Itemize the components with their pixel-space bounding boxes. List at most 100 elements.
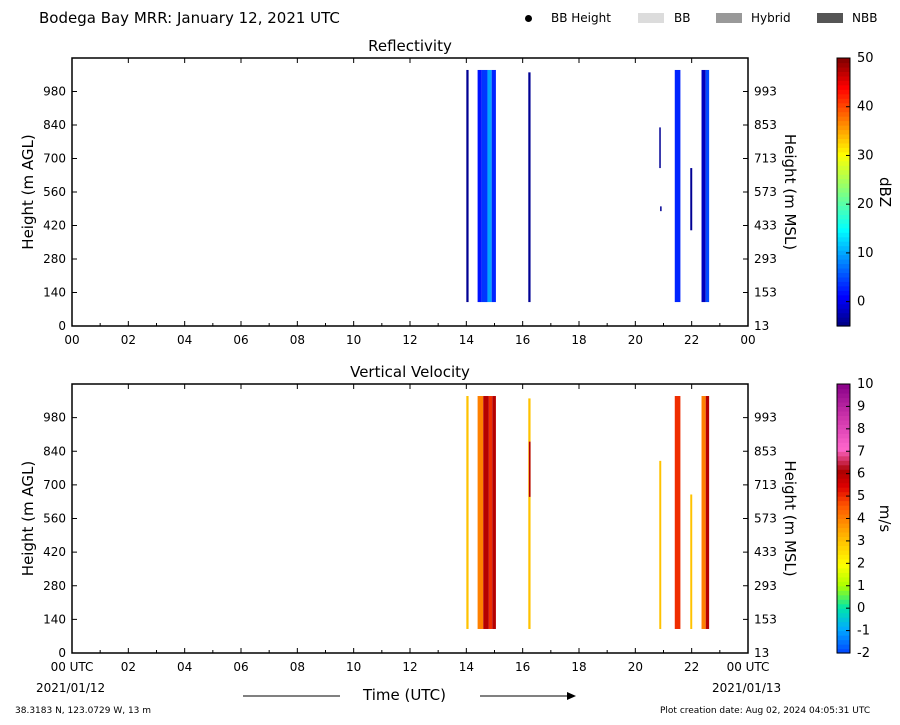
vel-colorbar-segment <box>837 482 850 488</box>
refl-colorbar-segment <box>837 80 850 86</box>
vel-colorbar-segment <box>837 545 850 551</box>
vel-x-tick-label: 16 <box>515 660 530 674</box>
vel-y-tick-label: 140 <box>43 612 66 626</box>
refl-colorbar-segment <box>837 192 850 198</box>
refl-colorbar-segment <box>837 236 850 242</box>
refl-colorbar-segment <box>837 151 850 157</box>
refl-data-cell-4 <box>491 69 496 303</box>
refl-y-tick-label-right: 153 <box>754 286 777 300</box>
vel-colorbar-segment <box>837 455 850 461</box>
refl-colorbar-tick-label: 10 <box>857 246 874 261</box>
refl-x-tick-label: 00 <box>64 333 79 347</box>
refl-y-tick-label: 140 <box>43 286 66 300</box>
refl-colorbar-segment <box>837 276 850 282</box>
vel-data-cell-10 <box>701 396 706 629</box>
vel-colorbar-segment <box>837 567 850 573</box>
vel-colorbar-segment <box>837 437 850 443</box>
vel-data-cell-2 <box>483 396 489 629</box>
refl-colorbar-segment <box>837 62 850 68</box>
refl-colorbar-segment <box>837 200 850 206</box>
refl-colorbar-tick-label: 20 <box>857 197 874 212</box>
refl-data-cell-9 <box>690 168 693 231</box>
vel-colorbar-segment <box>837 540 850 546</box>
refl-colorbar-segment <box>837 169 850 175</box>
vel-colorbar-segment <box>837 630 850 636</box>
refl-colorbar-segment <box>837 133 850 139</box>
refl-y-tick-label: 840 <box>43 118 66 132</box>
vel-colorbar-segment <box>837 446 850 452</box>
refl-colorbar-segment <box>837 58 850 64</box>
vel-y-tick-label-right: 13 <box>754 646 769 660</box>
refl-x-tick-label: 00 <box>740 333 755 347</box>
vel-colorbar-tick-label: 1 <box>857 579 865 594</box>
vel-x-tick-label: 02 <box>121 660 136 674</box>
vel-colorbar-segment <box>837 509 850 515</box>
refl-colorbar-tick-label: 30 <box>857 148 874 163</box>
vel-plot-frame <box>71 383 749 654</box>
vel-colorbar-segment <box>837 410 850 416</box>
refl-colorbar-segment <box>837 241 850 247</box>
refl-data-cell-5 <box>528 72 531 303</box>
refl-y-tick-label: 560 <box>43 185 66 199</box>
refl-x-tick-label: 08 <box>290 333 305 347</box>
vel-y-tick-label-right: 853 <box>754 444 777 458</box>
vel-colorbar-segment <box>837 487 850 493</box>
vel-x-tick-label: 08 <box>290 660 305 674</box>
refl-colorbar-segment <box>837 156 850 162</box>
vel-colorbar-segment <box>837 639 850 645</box>
refl-colorbar-segment <box>837 183 850 189</box>
refl-colorbar-segment <box>837 303 850 309</box>
refl-colorbar-segment <box>837 116 850 122</box>
vel-y-axis-label-right: Height (m MSL) <box>781 460 799 576</box>
legend-label-bb: BB <box>674 11 691 25</box>
refl-y-tick-label-right: 573 <box>754 185 777 199</box>
refl-x-tick-label: 20 <box>628 333 643 347</box>
vel-colorbar-segment <box>837 491 850 497</box>
refl-colorbar-segment <box>837 111 850 117</box>
refl-colorbar-segment <box>837 125 850 131</box>
vel-x-tick-label: 00 UTC <box>51 660 94 674</box>
vel-data-cell-4 <box>492 396 496 629</box>
vel-colorbar-segment <box>837 527 850 533</box>
refl-colorbar-segment <box>837 160 850 166</box>
refl-colorbar-segment <box>837 312 850 318</box>
vel-colorbar-segment <box>837 563 850 569</box>
refl-colorbar-segment <box>837 254 850 260</box>
refl-colorbar-segment <box>837 214 850 220</box>
refl-plot-frame <box>71 57 749 327</box>
vel-colorbar-segment <box>837 433 850 439</box>
refl-colorbar-segment <box>837 138 850 144</box>
refl-colorbar-segment <box>837 218 850 224</box>
refl-y-axis-label-right: Height (m MSL) <box>781 134 799 250</box>
refl-colorbar-segment <box>837 263 850 269</box>
vel-colorbar-tick-label: 8 <box>857 422 865 437</box>
refl-colorbar-label: dBZ <box>876 177 894 207</box>
vel-colorbar-segment <box>837 415 850 421</box>
vel-colorbar-segment <box>837 536 850 542</box>
vel-colorbar-tick-label: 10 <box>857 377 874 392</box>
refl-data-cell-6 <box>659 127 661 169</box>
vel-colorbar-tick-label: 4 <box>857 512 865 527</box>
vel-colorbar-segment <box>837 594 850 600</box>
vel-y-axis-label: Height (m AGL) <box>19 461 37 576</box>
refl-colorbar-segment <box>837 227 850 233</box>
vel-x-tick-label: 06 <box>233 660 248 674</box>
refl-colorbar-segment <box>837 147 850 153</box>
refl-colorbar-tick-label: 40 <box>857 100 874 115</box>
refl-colorbar-segment <box>837 285 850 291</box>
bb-height-marker-icon <box>525 15 532 22</box>
refl-colorbar-segment <box>837 120 850 126</box>
refl-y-tick-label: 0 <box>58 319 66 333</box>
date-end: 2021/01/13 <box>712 681 782 695</box>
vel-colorbar-segment <box>837 626 850 632</box>
refl-data-cell-11 <box>705 69 710 303</box>
legend-label-hybrid: Hybrid <box>751 11 791 25</box>
refl-colorbar-segment <box>837 232 850 238</box>
vel-colorbar-segment <box>837 590 850 596</box>
vel-colorbar-segment <box>837 428 850 434</box>
refl-y-axis-label: Height (m AGL) <box>19 134 37 249</box>
vel-colorbar-segment <box>837 599 850 605</box>
refl-colorbar-segment <box>837 98 850 104</box>
legend-swatch-bb <box>638 13 664 23</box>
refl-colorbar-tick-label: 0 <box>857 295 865 310</box>
